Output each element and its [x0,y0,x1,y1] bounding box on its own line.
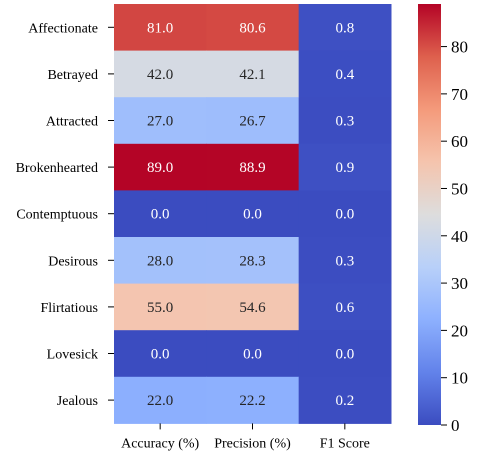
heatmap-cell [206,190,300,238]
cell-value-label: 54.6 [239,300,266,316]
heatmap-cell [206,283,300,331]
row-label: Lovesick [47,348,98,363]
heatmap-cell [114,237,207,285]
row-label: Affectionate [28,21,98,36]
heatmap-cell [298,237,392,285]
colorbar-tick-label: 40 [451,227,468,246]
cell-value-label: 81.0 [147,20,173,36]
cell-value-label: 0.0 [335,207,354,223]
heatmap-cell [206,4,300,52]
colorbar-tick-label: 30 [451,274,468,293]
cell-value-label: 42.1 [239,67,265,83]
cell-value-label: 22.0 [147,393,173,409]
cell-value-label: 26.7 [239,114,266,130]
cell-value-label: 0.8 [335,20,354,36]
colorbar-tick-label: 60 [451,132,468,151]
cell-value-label: 0.4 [335,67,354,83]
cell-value-label: 80.6 [239,20,266,36]
cell-value-label: 42.0 [147,67,173,83]
colorbar-tick-label: 80 [451,38,468,57]
row-axis-labels: Affectionate Betrayed Attracted Brokenheart… [16,21,114,409]
cell-value-label: 0.2 [335,393,354,409]
colorbar-tick-label: 70 [451,85,468,104]
heatmap-cell [114,376,207,424]
column-label: Precision (%) [214,436,291,451]
heatmap-cell [206,237,300,285]
colorbar-tick-label: 10 [451,369,468,388]
cell-value-label: 28.3 [239,253,265,269]
row-label: Jealous [57,394,98,409]
cell-value-label: 89.0 [147,160,173,176]
heatmap-cell [298,376,392,424]
heatmap-cell [114,283,207,331]
cell-value-label: 0.0 [335,347,354,363]
heatmap-cell [298,143,392,191]
column-label: F1 Score [320,436,370,451]
cell-value-label: 0.0 [243,207,262,223]
heatmap-cell [206,376,300,424]
cell-value-label: 55.0 [147,300,173,316]
heatmap-cell [298,4,392,52]
heatmap-cell [206,50,300,98]
colorbar-tick-label: 20 [451,321,468,340]
heatmap-cell-labels: 81.0 80.6 0.8 42.0 42.1 0.4 27.0 26.7 0.3 89.0 88.… [147,20,355,409]
colorbar-tick-label: 50 [451,179,468,198]
heatmap-cell [206,97,300,145]
row-label: Desirous [48,254,98,269]
cell-value-label: 0.0 [151,347,170,363]
cell-value-label: 0.6 [335,300,354,316]
cell-value-label: 0.3 [335,114,354,130]
colorbar-ticks: 0 10 20 30 40 50 60 70 80 [441,38,468,435]
cell-value-label: 0.3 [335,253,354,269]
column-axis-labels: Accuracy (%) Precision (%) F1 Score [121,423,370,451]
heatmap-cell [206,143,300,191]
cell-value-label: 0.0 [243,347,262,363]
heatmap-cell [114,97,207,145]
heatmap-cell [114,143,207,191]
heatmap-cells [114,4,392,424]
heatmap-cell [206,330,300,378]
column-label: Accuracy (%) [121,436,199,451]
heatmap-cell [114,50,207,98]
heatmap-cell [114,4,207,52]
row-label: Attracted [46,115,98,130]
colorbar [418,4,441,425]
cell-value-label: 27.0 [147,114,173,130]
heatmap-cell [114,190,207,238]
heatmap-cell [298,190,392,238]
row-label: Betrayed [47,68,98,83]
heatmap-cell [298,97,392,145]
cell-value-label: 0.0 [151,207,170,223]
cell-value-label: 0.9 [335,160,354,176]
row-label: Contemptuous [16,208,98,223]
row-label: Brokenhearted [16,161,98,176]
cell-value-label: 28.0 [147,253,173,269]
heatmap-cell [298,283,392,331]
colorbar-tick-label: 0 [451,416,460,435]
cell-value-label: 88.9 [239,160,265,176]
heatmap-cell [298,50,392,98]
cell-value-label: 22.2 [239,393,265,409]
heatmap-cell [298,330,392,378]
row-label: Flirtatious [40,301,98,316]
heatmap-cell [114,330,207,378]
